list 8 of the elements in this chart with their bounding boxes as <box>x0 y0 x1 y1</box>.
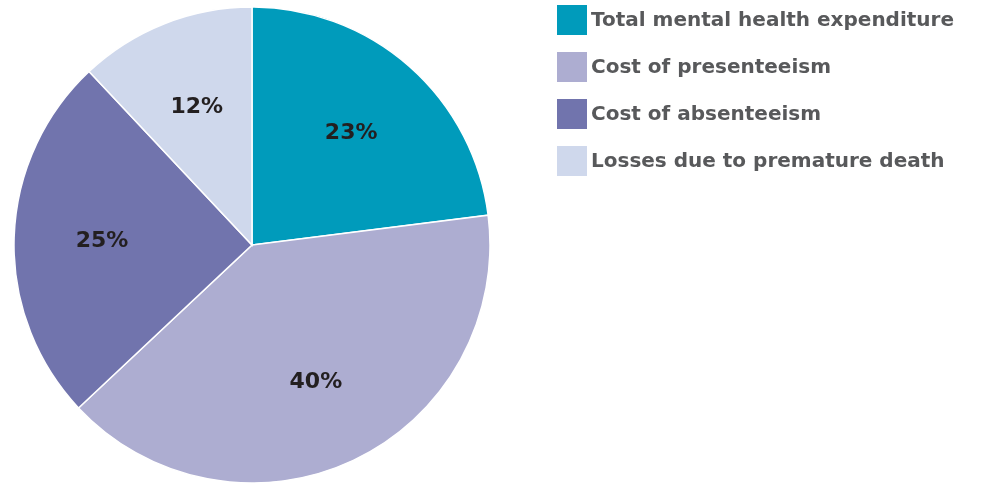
legend-label: Cost of absenteeism <box>591 101 822 125</box>
data-label: 25% <box>75 227 129 253</box>
data-label: 12% <box>170 92 224 118</box>
data-label: 40% <box>289 367 343 393</box>
legend-label: Losses due to premature death <box>591 148 945 172</box>
data-label: 23% <box>324 119 378 145</box>
legend-label: Total mental health expenditure <box>591 7 955 31</box>
legend-label: Cost of presenteeism <box>591 54 831 78</box>
